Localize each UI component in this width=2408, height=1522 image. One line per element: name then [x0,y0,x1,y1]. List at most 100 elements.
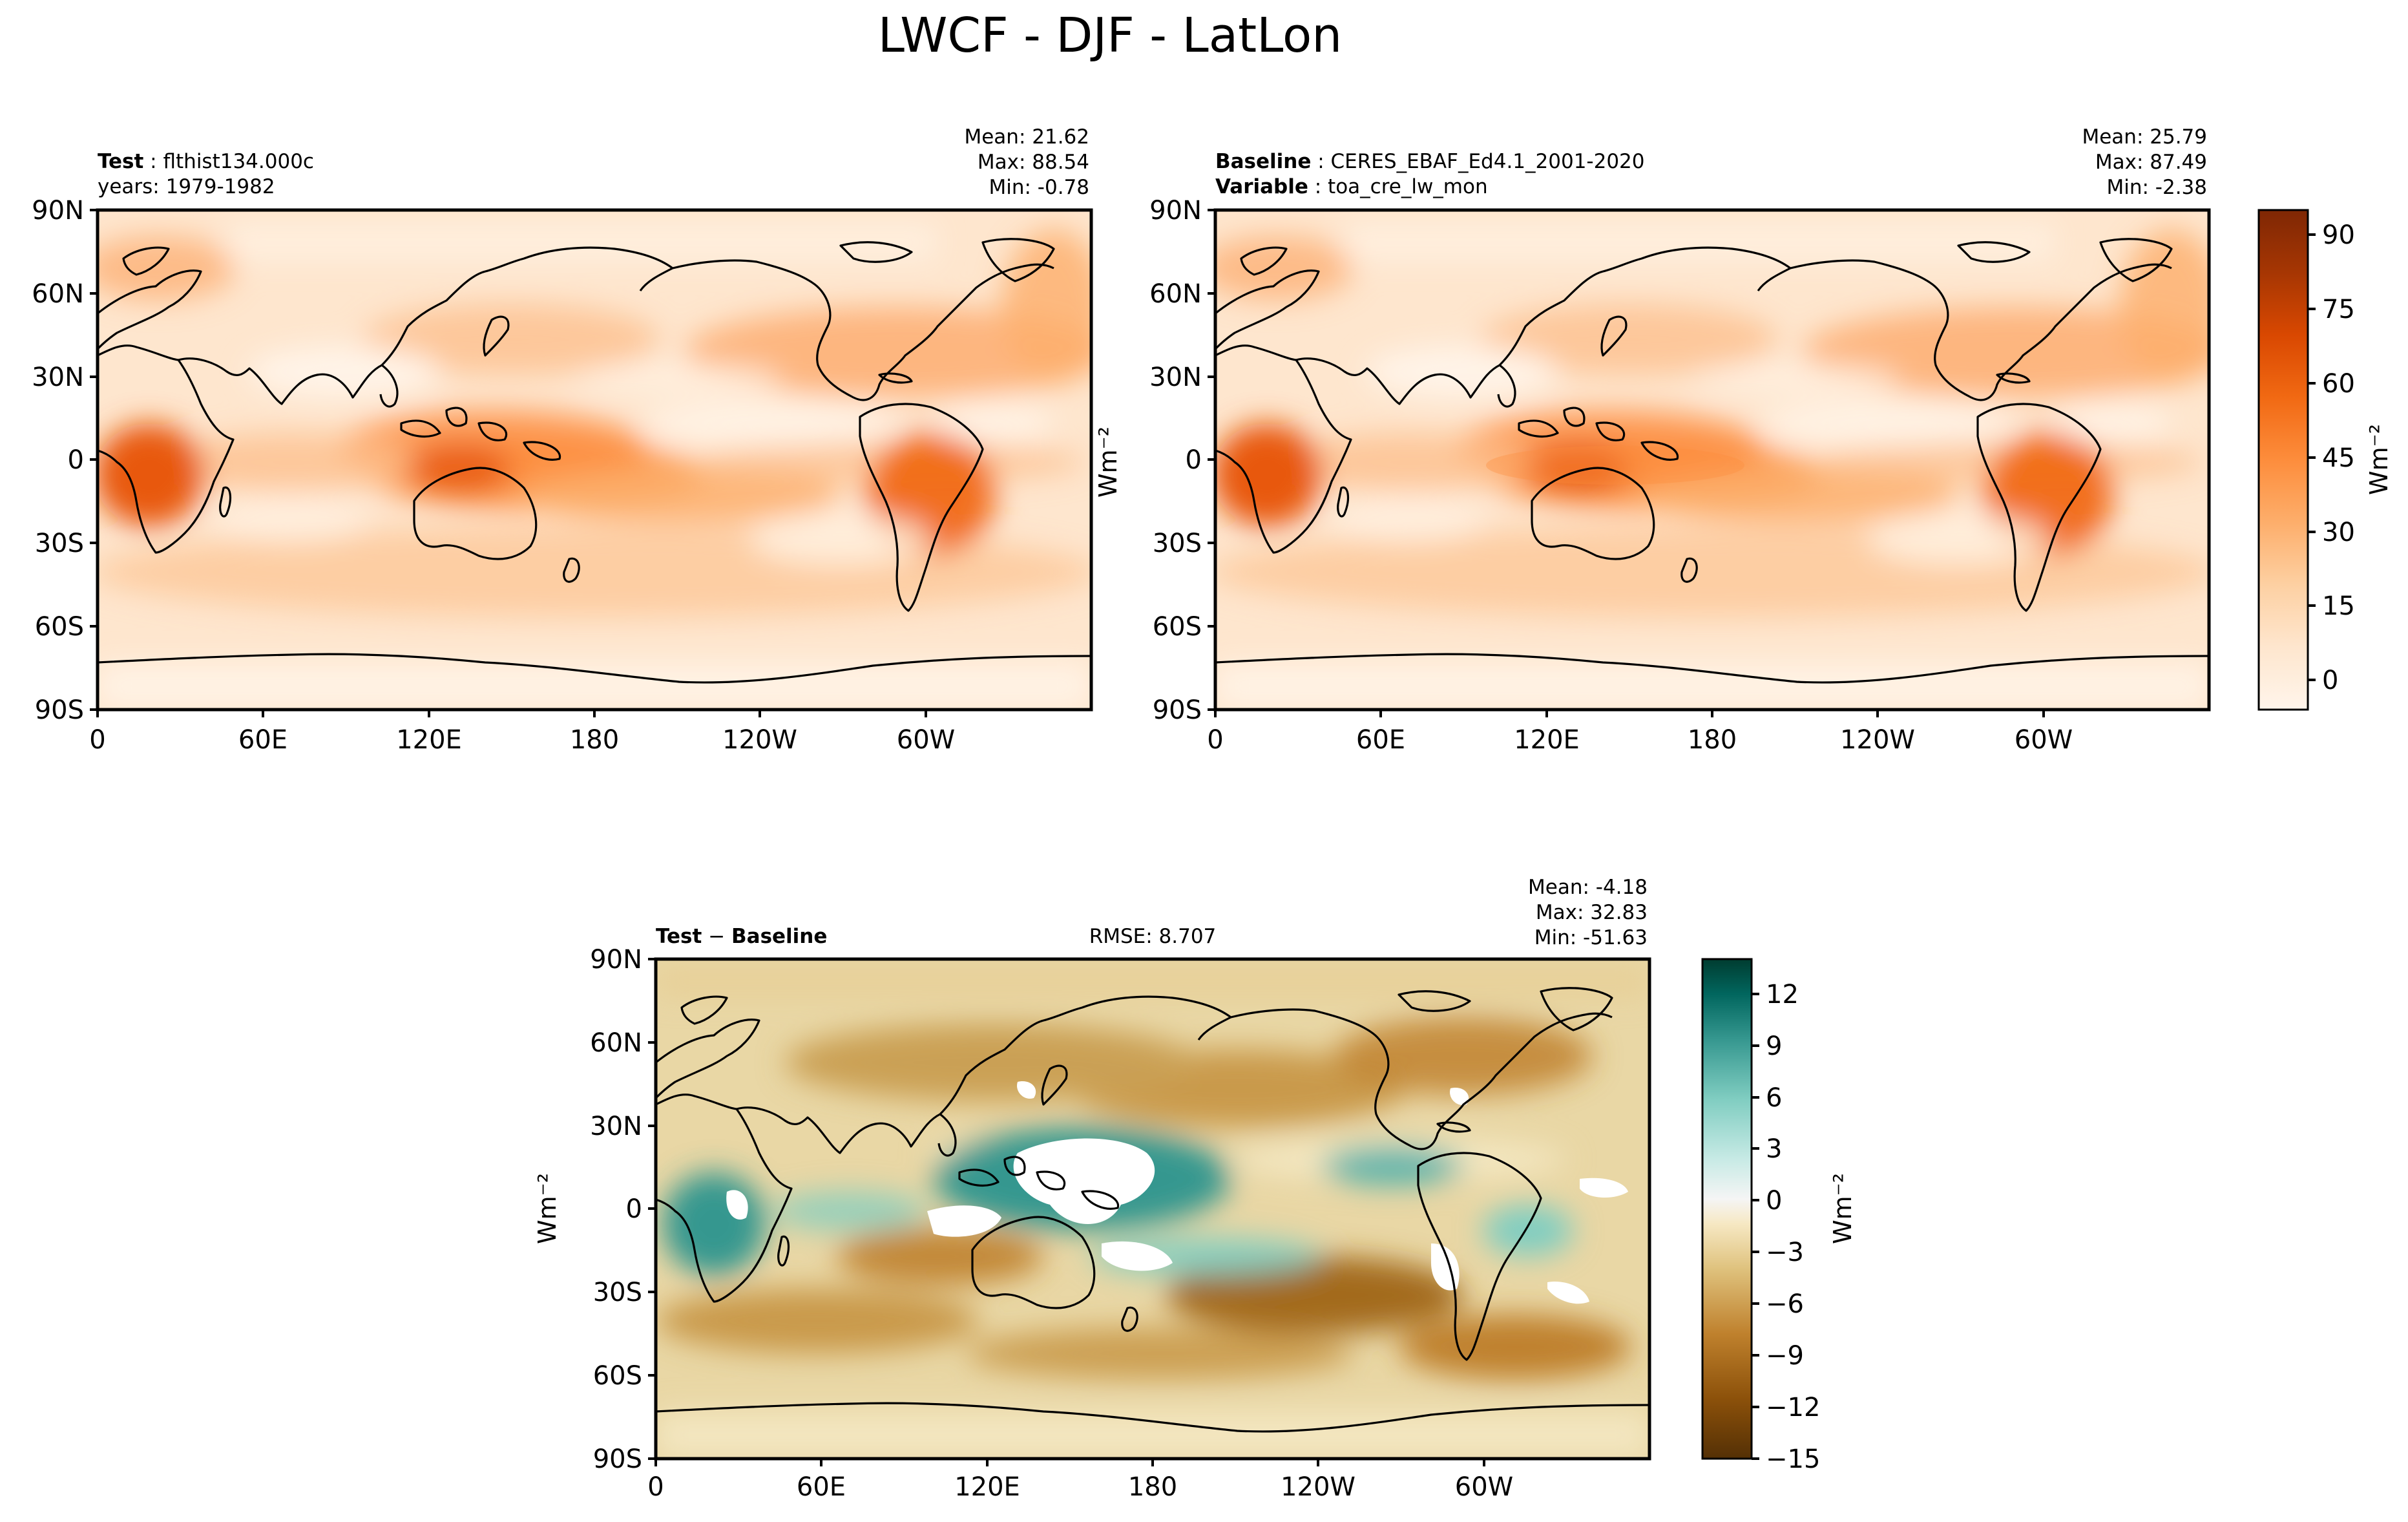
diff-label-baseline: Baseline [731,925,827,948]
lat-tick: 60N [1149,279,1202,309]
lat-tick: 60N [590,1028,642,1058]
baseline-label-bold: Baseline [1215,150,1311,173]
lat-tick: 90S [35,695,84,725]
diff-min: Min: -51.63 [1534,926,1648,949]
colorbar-tick: 12 [1766,980,1799,1009]
colorbar-tick: 0 [1766,1186,1782,1216]
lon-tick: 120W [722,725,797,755]
panel-test: Test : flthist134.000c years: 1979-1982 … [32,125,1093,755]
test-years: years: 1979-1982 [98,175,275,198]
colorbar-top-label: Wm⁻² [2365,424,2393,495]
figure-title: LWCF - DJF - LatLon [878,8,1342,63]
lon-tick: 60W [897,725,955,755]
baseline-lon-axis: 0 60E 120E 180 120W 60W [1207,710,2073,755]
lat-tick: 90S [593,1444,642,1474]
lon-tick: 120E [396,725,462,755]
colorbar-tick: 3 [1766,1134,1782,1164]
colorbar-tick: −12 [1766,1393,1820,1422]
test-label-bold: Test [98,150,144,173]
baseline-max: Max: 87.49 [2095,151,2207,174]
baseline-map [1215,210,2209,710]
baseline-dataset: CERES_EBAF_Ed4.1_2001-2020 [1331,150,1645,173]
colorbar-tick: −3 [1766,1238,1804,1267]
lon-tick: 180 [570,725,619,755]
colorbar-tick: −9 [1766,1341,1804,1371]
colorbar-tick: −15 [1766,1444,1820,1474]
baseline-variable: Variable : toa_cre_lw_mon [1215,175,1488,198]
lat-tick: 60S [593,1361,642,1391]
colorbar-tick: 75 [2322,295,2355,324]
colorbar-top-frame [2257,209,2309,711]
colorbar-tick: 30 [2322,518,2355,547]
lat-tick: 90S [1153,695,1202,725]
test-lat-axis: 90N 60N 30N 0 30S 60S 90S [32,196,98,725]
colorbar-tick: 0 [2322,666,2338,695]
lat-tick: 0 [68,445,84,475]
baseline-variable-bold: Variable [1215,175,1308,198]
lat-tick: 30N [1149,363,1202,392]
colorbar-tick: 15 [2322,591,2355,621]
colorbar-tick: 60 [2322,369,2355,399]
diff-map [656,959,1649,1459]
lon-tick: 60E [1356,725,1405,755]
lat-tick: 30N [32,363,84,392]
test-case-name: flthist134.000c [163,150,313,173]
lon-tick: 0 [647,1472,664,1502]
baseline-lat-axis: 90N 60N 30N 0 30S 60S 90S [1149,196,1215,725]
colorbar-tick: 6 [1766,1083,1782,1113]
test-label: Test : flthist134.000c [98,150,314,173]
lon-tick: 120E [954,1472,1020,1502]
diff-lon-axis: 0 60E 120E 180 120W 60W [647,1459,1513,1502]
lon-tick: 180 [1128,1472,1177,1502]
colorbar-tick: 45 [2322,443,2355,473]
lon-tick: 60E [238,725,288,755]
lon-tick: 60W [2015,725,2073,755]
colorbar-diff-gradient [1702,959,1752,1459]
diff-unit-label: Wm⁻² [533,1173,561,1244]
panel-difference: Test − Baseline RMSE: 8.707 Mean: -4.18 … [533,876,1651,1502]
test-max: Max: 88.54 [978,151,1089,174]
lon-tick: 120W [1840,725,1915,755]
baseline-label: Baseline : CERES_EBAF_Ed4.1_2001-2020 [1215,150,1645,173]
baseline-variable-name: toa_cre_lw_mon [1328,175,1488,198]
diff-rmse: RMSE: 8.707 [1089,925,1217,948]
baseline-min: Min: -2.38 [2106,176,2207,199]
diff-label-sep: − [708,925,725,948]
test-mean: Mean: 21.62 [964,125,1089,149]
diff-mean: Mean: -4.18 [1528,876,1648,899]
colorbar-tick: 90 [2322,220,2355,250]
lon-tick: 60W [1455,1472,1513,1502]
lon-tick: 180 [1688,725,1737,755]
test-min: Min: -0.78 [989,176,1089,199]
lon-tick: 0 [89,725,105,755]
colorbar-top-gradient [2259,210,2308,710]
colorbar-tick: 9 [1766,1031,1782,1061]
lat-tick: 30S [593,1278,642,1307]
colorbar-tick: −6 [1766,1289,1804,1319]
lat-tick: 60N [32,279,84,309]
lat-tick: 30N [590,1112,642,1141]
lat-tick: 30S [1153,529,1202,558]
colorbar-diff: 12 9 6 3 0 −3 −6 −9 −12 −15 Wm⁻² [1701,958,1857,1474]
lon-tick: 60E [797,1472,846,1502]
panel-baseline: Baseline : CERES_EBAF_Ed4.1_2001-2020 Va… [1149,125,2211,755]
test-map [98,210,1091,710]
diff-label-test: Test [656,925,702,948]
lon-tick: 120W [1281,1472,1356,1502]
lat-tick: 90N [590,945,642,975]
test-lon-axis: 0 60E 120E 180 120W 60W [89,710,955,755]
colorbar-top: 90 75 60 45 30 15 0 Wm⁻² [2257,209,2393,711]
panel-unit-label: Wm⁻² [1094,427,1122,498]
colorbar-diff-frame [1701,958,1753,1460]
diff-lat-axis: 90N 60N 30N 0 30S 60S 90S [590,945,656,1474]
colorbar-diff-label: Wm⁻² [1828,1173,1857,1244]
lat-tick: 0 [1186,445,1202,475]
lat-tick: 0 [626,1194,642,1224]
lat-tick: 30S [35,529,84,558]
lat-tick: 60S [1153,612,1202,642]
diff-label: Test − Baseline [656,925,827,948]
lat-tick: 60S [35,612,84,642]
lon-tick: 120E [1514,725,1580,755]
lat-tick: 90N [1149,196,1202,226]
